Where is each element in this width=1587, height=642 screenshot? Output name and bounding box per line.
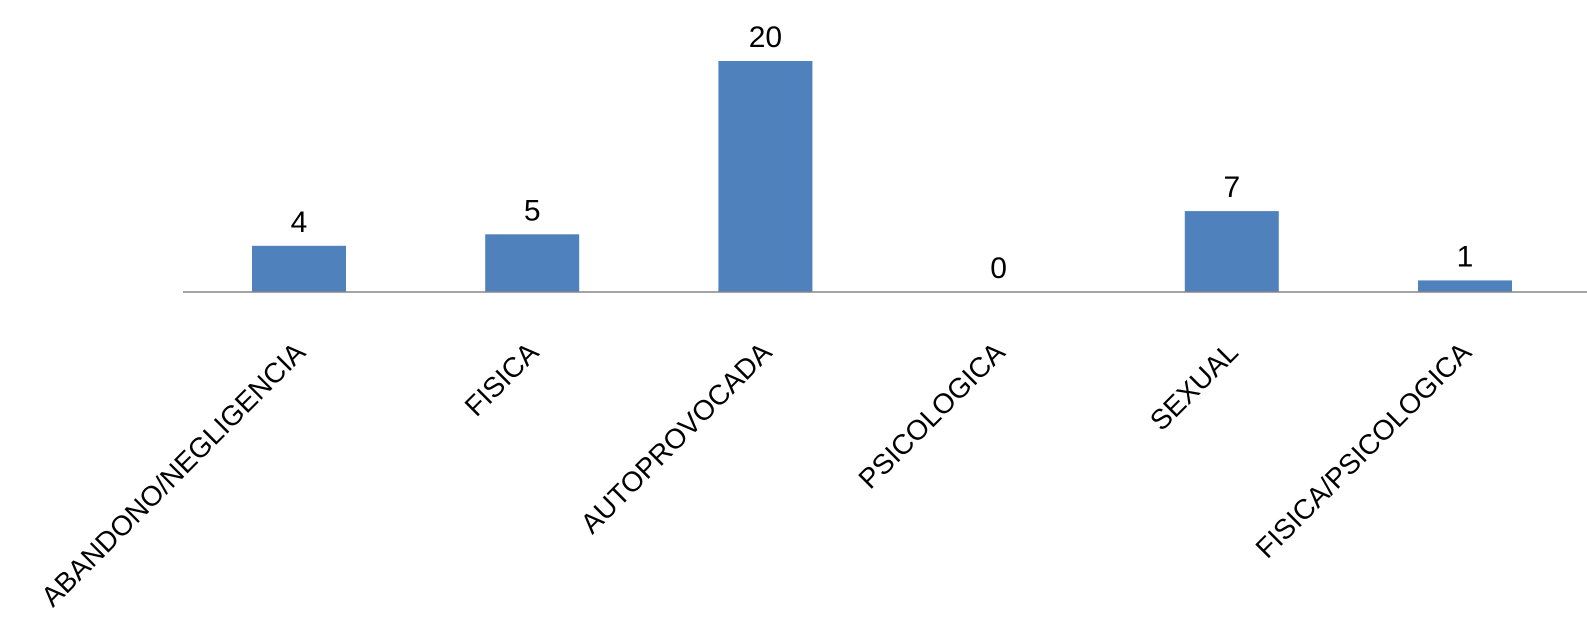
- bar-fisica: [485, 234, 580, 293]
- x-tick-label-psicologica: PSICOLOGICA: [852, 336, 1011, 495]
- bar-sexual: [1184, 211, 1279, 292]
- data-label-psicologica: 0: [990, 252, 1007, 285]
- data-label-sexual: 7: [1223, 171, 1240, 204]
- bars-layer: [252, 61, 1512, 293]
- bar-abandono-negligencia: [252, 245, 346, 292]
- data-label-abandono-negligencia: 4: [291, 206, 308, 239]
- data-label-fisica-psicologica: 1: [1457, 240, 1474, 273]
- x-tick-label-fisica: FISICA: [459, 336, 545, 422]
- bar-autoprovocada: [718, 61, 813, 292]
- x-tick-labels-layer: ABANDONO/NEGLIGENCIA FISICA AUTOPROVOCADA P…: [35, 336, 1477, 612]
- x-tick-label-fisica-psicologica: FISICA/PSICOLOGICA: [1250, 336, 1478, 564]
- x-tick-label-autoprovocada: AUTOPROVOCADA: [575, 336, 778, 539]
- x-tick-label-abandono-negligencia: ABANDONO/NEGLIGENCIA: [35, 336, 311, 612]
- x-tick-label-sexual: SEXUAL: [1144, 336, 1244, 436]
- data-labels-layer: 4 5 20 0 7 1: [291, 21, 1474, 285]
- data-label-autoprovocada: 20: [749, 21, 782, 54]
- data-label-fisica: 5: [524, 194, 541, 227]
- bar-fisica-psicologica: [1418, 280, 1512, 292]
